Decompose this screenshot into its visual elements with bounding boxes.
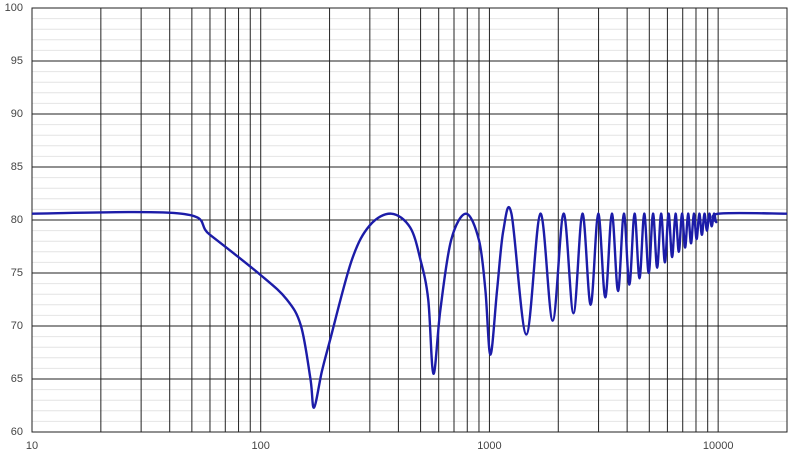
y-tick-label: 85 (11, 161, 23, 173)
response-line (31, 205, 788, 409)
plot-border (31, 7, 788, 433)
y-tick-label: 80 (11, 214, 23, 226)
x-tick-label: 100 (252, 440, 270, 452)
x-tick-label: 10 (26, 440, 38, 452)
y-tick-label: 75 (11, 267, 23, 279)
y-tick-label: 90 (11, 108, 23, 120)
x-tick-label: 10000 (703, 440, 734, 452)
y-tick-label: 60 (11, 426, 23, 438)
y-tick-label: 65 (11, 373, 23, 385)
y-tick-label: 70 (11, 320, 23, 332)
x-tick-label: 1000 (477, 440, 501, 452)
y-tick-label: 100 (5, 2, 23, 14)
y-tick-label: 95 (11, 55, 23, 67)
